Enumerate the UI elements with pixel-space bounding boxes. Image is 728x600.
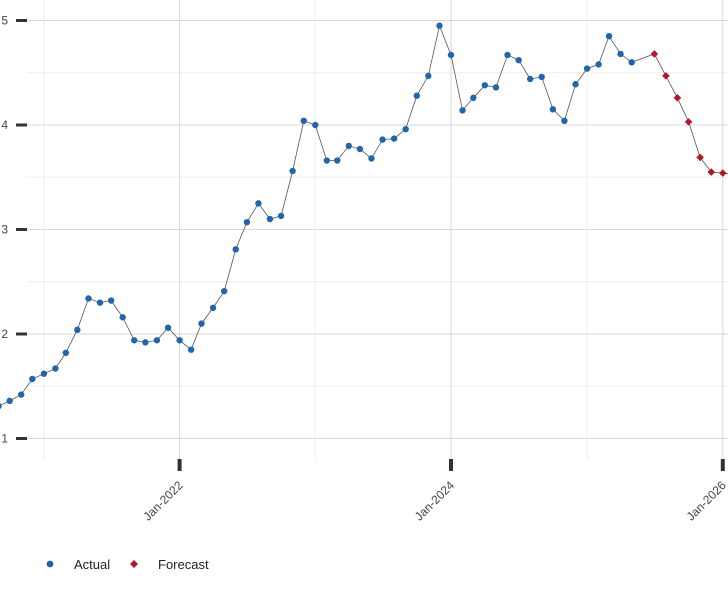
actual-point xyxy=(470,94,477,102)
axis-layer: 1 2 3 4 5 Jan-2022 Jan-2024 Jan-2026 xyxy=(1,14,728,524)
actual-point xyxy=(164,324,172,331)
actual-point xyxy=(243,218,251,226)
actual-point xyxy=(289,167,296,175)
connector-line-layer xyxy=(0,24,728,406)
forecast-point xyxy=(718,169,727,177)
forecast-point xyxy=(650,50,659,58)
y-tick-label: 4 xyxy=(1,118,8,132)
actual-point xyxy=(40,370,48,377)
actual-point xyxy=(459,107,466,114)
forecast-point xyxy=(662,72,670,80)
actual-point xyxy=(379,136,386,143)
y-tick-label: 3 xyxy=(1,223,8,237)
actual-point xyxy=(0,403,2,409)
actual-point xyxy=(266,215,274,223)
actual-point xyxy=(119,314,126,321)
actual-point xyxy=(595,61,602,68)
y-tick-label: 5 xyxy=(1,14,8,28)
actual-point xyxy=(198,320,205,327)
actual-point xyxy=(107,297,115,304)
forecast-point xyxy=(684,118,693,126)
forecast-point xyxy=(696,153,704,162)
actual-point xyxy=(62,349,70,357)
actual-point xyxy=(481,82,489,89)
data-point-layer xyxy=(0,22,727,409)
actual-point xyxy=(504,51,511,59)
actual-point xyxy=(85,295,92,302)
actual-point xyxy=(345,142,352,150)
actual-point xyxy=(425,72,432,80)
actual-point xyxy=(323,157,331,164)
forecast-point xyxy=(673,94,682,102)
actual-point xyxy=(232,246,239,253)
legend-actual-marker xyxy=(46,560,54,568)
actual-point xyxy=(176,337,183,344)
actual-point xyxy=(492,84,500,91)
x-tick-label: Jan-2024 xyxy=(412,478,458,524)
grid-layer xyxy=(26,0,728,460)
forecast-point xyxy=(707,168,716,176)
actual-point xyxy=(96,299,104,306)
actual-point xyxy=(402,125,409,133)
y-tick-label: 1 xyxy=(1,432,8,446)
actual-point xyxy=(583,65,591,72)
actual-point xyxy=(549,106,557,113)
actual-point xyxy=(300,117,307,125)
actual-point xyxy=(17,391,25,398)
actual-point xyxy=(142,339,149,346)
y-tick-label: 2 xyxy=(1,327,8,341)
actual-point xyxy=(29,375,36,383)
actual-point xyxy=(413,92,420,99)
actual-point xyxy=(6,397,13,405)
x-tick-label: Jan-2022 xyxy=(140,478,186,524)
series-connector-line xyxy=(0,24,728,406)
actual-point xyxy=(356,145,364,153)
actual-point xyxy=(255,200,262,207)
legend-forecast-label: Forecast xyxy=(158,557,209,572)
actual-point xyxy=(526,75,534,83)
actual-point xyxy=(447,51,455,59)
legend-forecast-marker xyxy=(130,560,138,568)
actual-point xyxy=(277,212,285,220)
actual-point xyxy=(334,157,341,164)
actual-point xyxy=(312,121,319,129)
x-tick-label: Jan-2026 xyxy=(684,478,728,524)
actual-point xyxy=(436,22,443,29)
actual-point xyxy=(74,326,81,334)
actual-point xyxy=(561,117,568,125)
actual-point xyxy=(572,81,579,88)
legend-actual-label: Actual xyxy=(74,557,110,572)
actual-point xyxy=(628,59,635,66)
actual-point xyxy=(52,365,59,372)
actual-point xyxy=(187,346,195,353)
actual-point xyxy=(368,155,375,162)
actual-point xyxy=(538,73,545,81)
legend: Actual Forecast xyxy=(46,557,209,572)
actual-point xyxy=(515,57,522,64)
actual-point xyxy=(390,135,398,142)
actual-point xyxy=(153,337,161,344)
actual-point xyxy=(209,304,217,312)
actual-point xyxy=(221,287,228,295)
actual-point xyxy=(605,32,613,40)
actual-point xyxy=(131,337,138,344)
actual-point xyxy=(617,50,624,58)
